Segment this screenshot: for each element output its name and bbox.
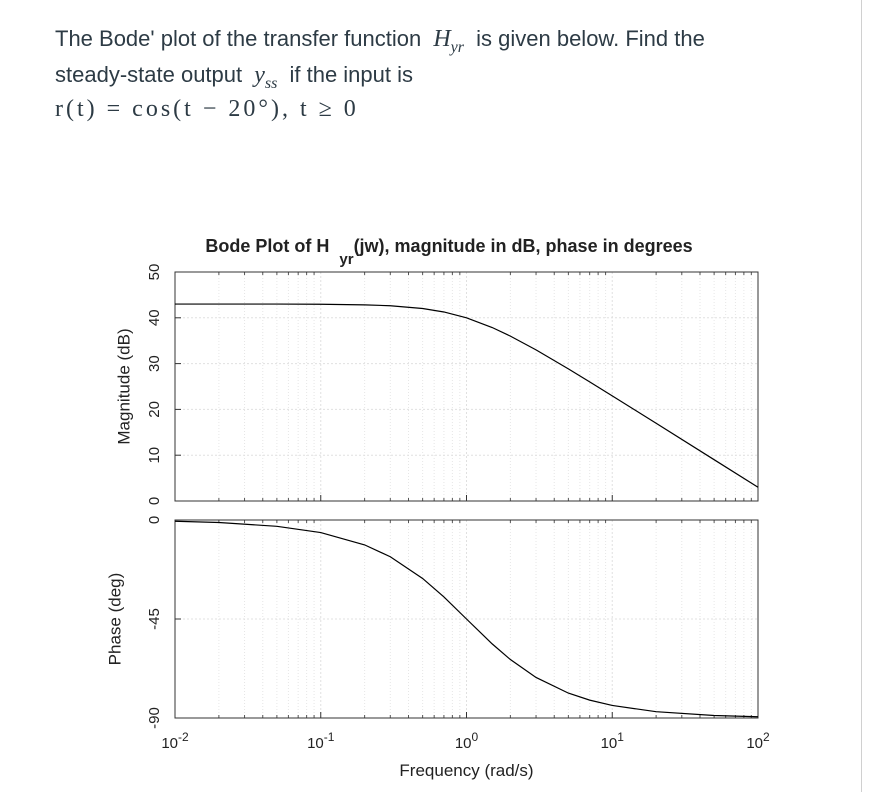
axes-box [174,271,759,502]
question-line: The Bode' plot of the transfer function … [55,26,705,57]
math: H [433,26,451,52]
chart-title: Bode Plot of H yr(jw), magnitude in dB, p… [205,236,692,268]
x-tick-base: 10 [601,735,618,752]
data-line [174,520,759,718]
question-line: steady-state output yss if the input is [55,62,413,93]
y-tick-label: -90 [146,707,163,729]
y-tick-label: 10 [146,447,163,464]
x-tick-exponent: -1 [324,730,335,744]
x-tick-base: 10 [746,735,763,752]
math: yss [248,62,283,92]
x-tick-base: 10 [455,735,472,752]
x-tick-label: 101 [601,730,625,752]
y-tick-label: 40 [146,309,163,326]
x-tick-exponent: -2 [178,730,189,744]
question-text: if the input is [289,62,413,87]
x-axis-label: Frequency (rad/s) [399,761,533,780]
question-text: is given below. Find the [476,26,705,51]
card-border [861,0,862,792]
question-text: steady-state output [55,62,243,87]
y-tick-label: 0 [146,497,163,505]
title-subscript: yr [339,251,353,268]
x-tick-exponent: 2 [763,730,770,744]
y-axis-label: Magnitude (dB) [114,328,133,444]
y-tick-label: 50 [146,264,163,281]
axes-box [174,519,759,719]
math-subscript: yr [450,38,464,56]
x-tick-label: 10-1 [307,730,335,752]
x-tick-exponent: 1 [617,730,624,744]
x-tick-base: 10 [161,735,178,752]
x-tick-label: 10-2 [161,730,189,752]
y-tick-label: 20 [146,401,163,418]
y-tick-label: -45 [146,608,163,630]
x-tick-label: 102 [746,730,770,752]
x-tick-exponent: 0 [472,730,479,744]
x-tick-label: 100 [455,730,479,752]
math-subscript: ss [264,74,278,92]
plot-area [175,272,758,501]
y-tick-label: 30 [146,355,163,372]
x-tick-base: 10 [307,735,324,752]
title-rest: (jw), magnitude in dB, phase in degrees [354,236,693,256]
math: y [254,62,265,88]
math: r(t) = cos(t − 20°), t ≥ 0 [55,96,359,122]
question-text: The Bode' plot of the transfer function [55,26,422,51]
y-tick-label: 0 [146,516,163,524]
data-line [175,303,759,488]
y-axis-label: Phase (deg) [105,573,124,666]
math: Hyr [427,26,470,56]
question-line: r(t) = cos(t − 20°), t ≥ 0 [55,96,359,123]
title: Bode Plot of H [205,236,329,256]
